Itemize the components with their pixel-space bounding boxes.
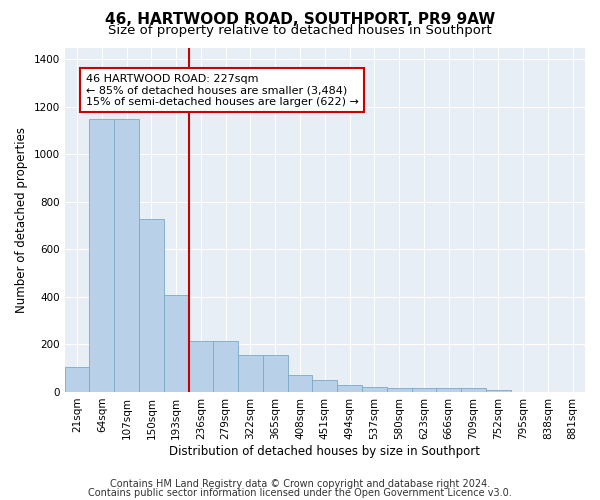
Bar — [238, 355, 263, 392]
Bar — [313, 380, 337, 392]
Bar — [139, 218, 164, 392]
Bar — [188, 341, 214, 392]
Bar — [164, 294, 188, 392]
Text: 46, HARTWOOD ROAD, SOUTHPORT, PR9 9AW: 46, HARTWOOD ROAD, SOUTHPORT, PR9 9AW — [105, 12, 495, 26]
Bar — [337, 385, 362, 392]
Bar — [412, 388, 436, 392]
Bar — [214, 341, 238, 392]
Bar — [486, 390, 511, 392]
X-axis label: Distribution of detached houses by size in Southport: Distribution of detached houses by size … — [169, 444, 481, 458]
Y-axis label: Number of detached properties: Number of detached properties — [15, 126, 28, 312]
Text: Contains public sector information licensed under the Open Government Licence v3: Contains public sector information licen… — [88, 488, 512, 498]
Bar — [65, 368, 89, 392]
Bar — [461, 388, 486, 392]
Bar — [387, 388, 412, 392]
Bar — [89, 119, 114, 392]
Text: 46 HARTWOOD ROAD: 227sqm
← 85% of detached houses are smaller (3,484)
15% of sem: 46 HARTWOOD ROAD: 227sqm ← 85% of detach… — [86, 74, 359, 107]
Bar — [263, 355, 287, 392]
Bar — [362, 387, 387, 392]
Bar — [287, 376, 313, 392]
Bar — [114, 119, 139, 392]
Text: Contains HM Land Registry data © Crown copyright and database right 2024.: Contains HM Land Registry data © Crown c… — [110, 479, 490, 489]
Bar — [436, 388, 461, 392]
Text: Size of property relative to detached houses in Southport: Size of property relative to detached ho… — [108, 24, 492, 37]
